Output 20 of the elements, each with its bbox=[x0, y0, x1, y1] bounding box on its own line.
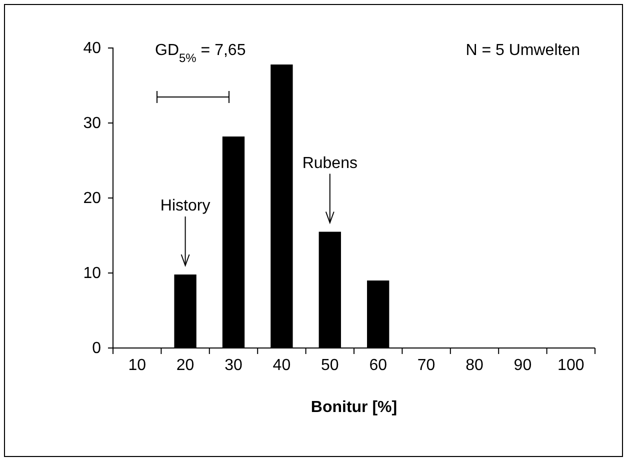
y-tick-label: 10 bbox=[83, 265, 102, 282]
annotation: N = 5 Umwelten bbox=[466, 42, 580, 59]
annotation: Rubens bbox=[302, 154, 358, 172]
x-tick-label: 60 bbox=[369, 357, 388, 374]
y-tick-label: 40 bbox=[83, 40, 102, 58]
x-tick-label: 90 bbox=[514, 357, 532, 374]
annotation: GD$_{5%}$ = 7,65 bbox=[155, 42, 246, 65]
x-tick-label: 40 bbox=[272, 357, 291, 374]
y-tick-label: 30 bbox=[83, 115, 102, 132]
x-tick-label: 80 bbox=[466, 357, 484, 374]
x-axis-title: Bonitur [%] bbox=[310, 399, 398, 416]
x-tick-label: 70 bbox=[417, 357, 436, 374]
annotation: History bbox=[160, 198, 210, 214]
x-tick-label: 30 bbox=[224, 357, 242, 374]
y-tick-label: 20 bbox=[83, 190, 102, 208]
x-tick-label: 100 bbox=[558, 357, 584, 374]
y-tick-label: 0 bbox=[92, 340, 102, 358]
x-tick-label: 10 bbox=[128, 357, 146, 374]
x-tick-label: 20 bbox=[176, 357, 194, 374]
x-tick-label: 50 bbox=[321, 357, 339, 374]
